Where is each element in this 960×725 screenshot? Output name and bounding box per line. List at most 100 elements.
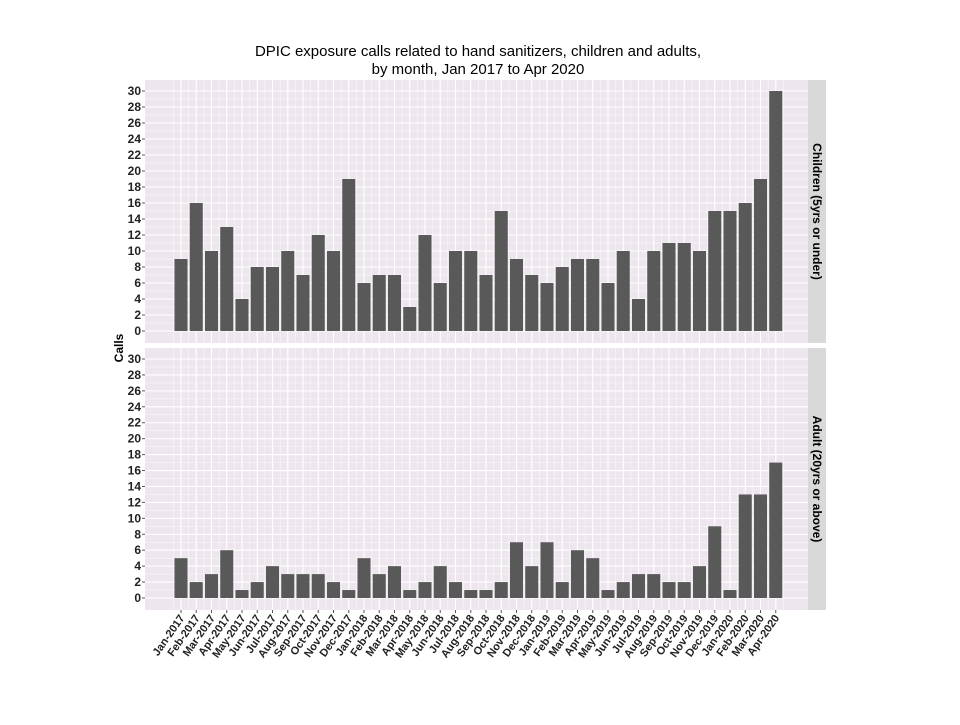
panel-1-bar-Dec-2019 — [708, 526, 722, 598]
panel-0-bar-Jun-2018 — [433, 283, 447, 331]
panel-0-bar-Nov-2017 — [327, 251, 340, 331]
panel-1-bar-Jan-2017 — [174, 558, 188, 598]
panel-0-bar-Jan-2020 — [723, 211, 737, 331]
panel-1-bar-Feb-2019 — [555, 582, 569, 598]
panel-1-y-tick-label: 4 — [134, 559, 141, 573]
panel-0-bar-Oct-2017 — [311, 235, 325, 331]
panel-0-y-tick-label: 24 — [128, 132, 142, 146]
panel-1-bar-Aug-2019 — [647, 574, 661, 598]
panel-1-bar-Jul-2018 — [449, 582, 462, 598]
panel-0-y-tick-label: 22 — [128, 148, 142, 162]
panel-1-y-tick-label: 0 — [134, 591, 141, 605]
panel-1-y-tick-label: 18 — [128, 448, 142, 462]
panel-0-strip — [808, 80, 826, 343]
panel-1-bar-Sep-2019 — [662, 582, 676, 598]
panel-0-y-tick-label: 6 — [134, 276, 141, 290]
panel-0-bar-Mar-2019 — [571, 259, 584, 331]
panel-0-y-tick-label: 2 — [134, 308, 141, 322]
panel-1-bar-May-2017 — [235, 590, 249, 598]
panel-1-bar-Aug-2018 — [464, 590, 478, 598]
panel-1-bar-Oct-2019 — [677, 582, 691, 598]
panel-0-bar-Sep-2018 — [479, 275, 493, 331]
panel-1-bar-Sep-2018 — [479, 590, 493, 598]
panel-1-bar-Feb-2020 — [738, 494, 752, 598]
panel-0-bar-May-2017 — [235, 299, 249, 331]
panel-1-bar-Dec-2018 — [525, 566, 539, 598]
panel-0-bar-Aug-2019 — [647, 251, 661, 331]
panel-1-y-tick-label: 6 — [134, 543, 141, 557]
panel-1-bar-Sep-2017 — [296, 574, 310, 598]
panel-0-bar-Mar-2017 — [205, 251, 218, 331]
panel-1-y-tick-label: 24 — [128, 400, 142, 414]
panel-0-y-tick-label: 12 — [128, 228, 142, 242]
panel-0-bar-Dec-2019 — [708, 211, 722, 331]
panel-0-y-tick-label: 26 — [128, 116, 142, 130]
panel-0-bar-Feb-2019 — [555, 267, 569, 331]
panel-1-bar-Apr-2017 — [220, 550, 234, 598]
panel-0-bar-Jul-2018 — [449, 251, 462, 331]
panel-0-bar-Jul-2019 — [632, 299, 645, 331]
panel-1-bar-Nov-2019 — [693, 566, 706, 598]
panel-0-bar-Nov-2018 — [510, 259, 523, 331]
panel-1-y-tick-label: 20 — [128, 432, 142, 446]
panel-0-y-tick-label: 28 — [128, 100, 142, 114]
panel-1-y-tick-label: 28 — [128, 368, 142, 382]
panel-0-y-tick-label: 16 — [128, 196, 142, 210]
panel-1-bar-Feb-2018 — [372, 574, 386, 598]
panel-1-bar-Mar-2020 — [754, 494, 767, 598]
panel-1-bar-Dec-2017 — [342, 590, 356, 598]
panel-1-y-tick-label: 8 — [134, 527, 141, 541]
panel-1-bar-May-2019 — [601, 590, 615, 598]
panel-0-bar-Oct-2018 — [494, 211, 508, 331]
panel-0-bar-Apr-2020 — [769, 91, 783, 331]
panel-0-bar-May-2018 — [418, 235, 432, 331]
panel-0-bar-Feb-2020 — [738, 203, 752, 331]
panel-1-bar-Jul-2017 — [266, 566, 279, 598]
panel-1-y-tick-label: 14 — [128, 479, 142, 493]
panel-0-bar-Nov-2019 — [693, 251, 706, 331]
panel-1-bar-Jun-2019 — [616, 582, 630, 598]
panel-1-strip — [808, 348, 826, 610]
panel-0-y-tick-label: 20 — [128, 164, 142, 178]
panel-0-bar-Dec-2017 — [342, 179, 356, 331]
panel-0-bar-Mar-2020 — [754, 179, 767, 331]
panel-0-bar-Jul-2017 — [266, 267, 279, 331]
panel-1-y-tick-label: 16 — [128, 464, 142, 478]
panel-0-bar-Apr-2018 — [403, 307, 417, 331]
panel-1-bar-Oct-2018 — [494, 582, 508, 598]
panel-1-bar-Nov-2017 — [327, 582, 340, 598]
panel-1-bar-Jan-2019 — [540, 542, 554, 598]
panel-1-bar-Apr-2018 — [403, 590, 417, 598]
panel-1-bar-May-2018 — [418, 582, 432, 598]
chart-title-line1: DPIC exposure calls related to hand sani… — [255, 43, 701, 60]
panel-1-bar-Jan-2020 — [723, 590, 737, 598]
panel-0-bar-Dec-2018 — [525, 275, 539, 331]
panel-0-bar-Aug-2017 — [281, 251, 295, 331]
panel-1-bar-Jun-2018 — [433, 566, 447, 598]
panel-0-y-tick-label: 14 — [128, 212, 142, 226]
panel-0-y-tick-label: 18 — [128, 180, 142, 194]
panel-0-bar-Mar-2018 — [388, 275, 401, 331]
panel-1-bar-Jun-2017 — [250, 582, 264, 598]
panel-0-strip-label: Children (5yrs or under) — [810, 143, 824, 280]
panel-1-y-tick-label: 30 — [128, 352, 142, 366]
panel-0-bar-Jun-2017 — [250, 267, 264, 331]
panel-0-y-tick-label: 10 — [128, 244, 142, 258]
panel-0-bar-Jun-2019 — [616, 251, 630, 331]
panel-0-bar-Aug-2018 — [464, 251, 478, 331]
panel-0-bar-Jan-2019 — [540, 283, 554, 331]
panel-0-bar-May-2019 — [601, 283, 615, 331]
panel-0-bar-Sep-2017 — [296, 275, 310, 331]
panel-0-y-tick-label: 30 — [128, 84, 142, 98]
panel-1-bar-Apr-2020 — [769, 462, 783, 598]
panel-1-bar-Jul-2019 — [632, 574, 645, 598]
panel-1-bar-Mar-2017 — [205, 574, 218, 598]
panel-0-bar-Oct-2019 — [677, 243, 691, 331]
y-axis-title: Calls — [112, 333, 126, 362]
panel-1-bar-Mar-2019 — [571, 550, 584, 598]
panel-1-bar-Oct-2017 — [311, 574, 325, 598]
panel-0-bar-Apr-2017 — [220, 227, 234, 331]
panel-1-bar-Feb-2017 — [189, 582, 203, 598]
panel-1-bar-Aug-2017 — [281, 574, 295, 598]
